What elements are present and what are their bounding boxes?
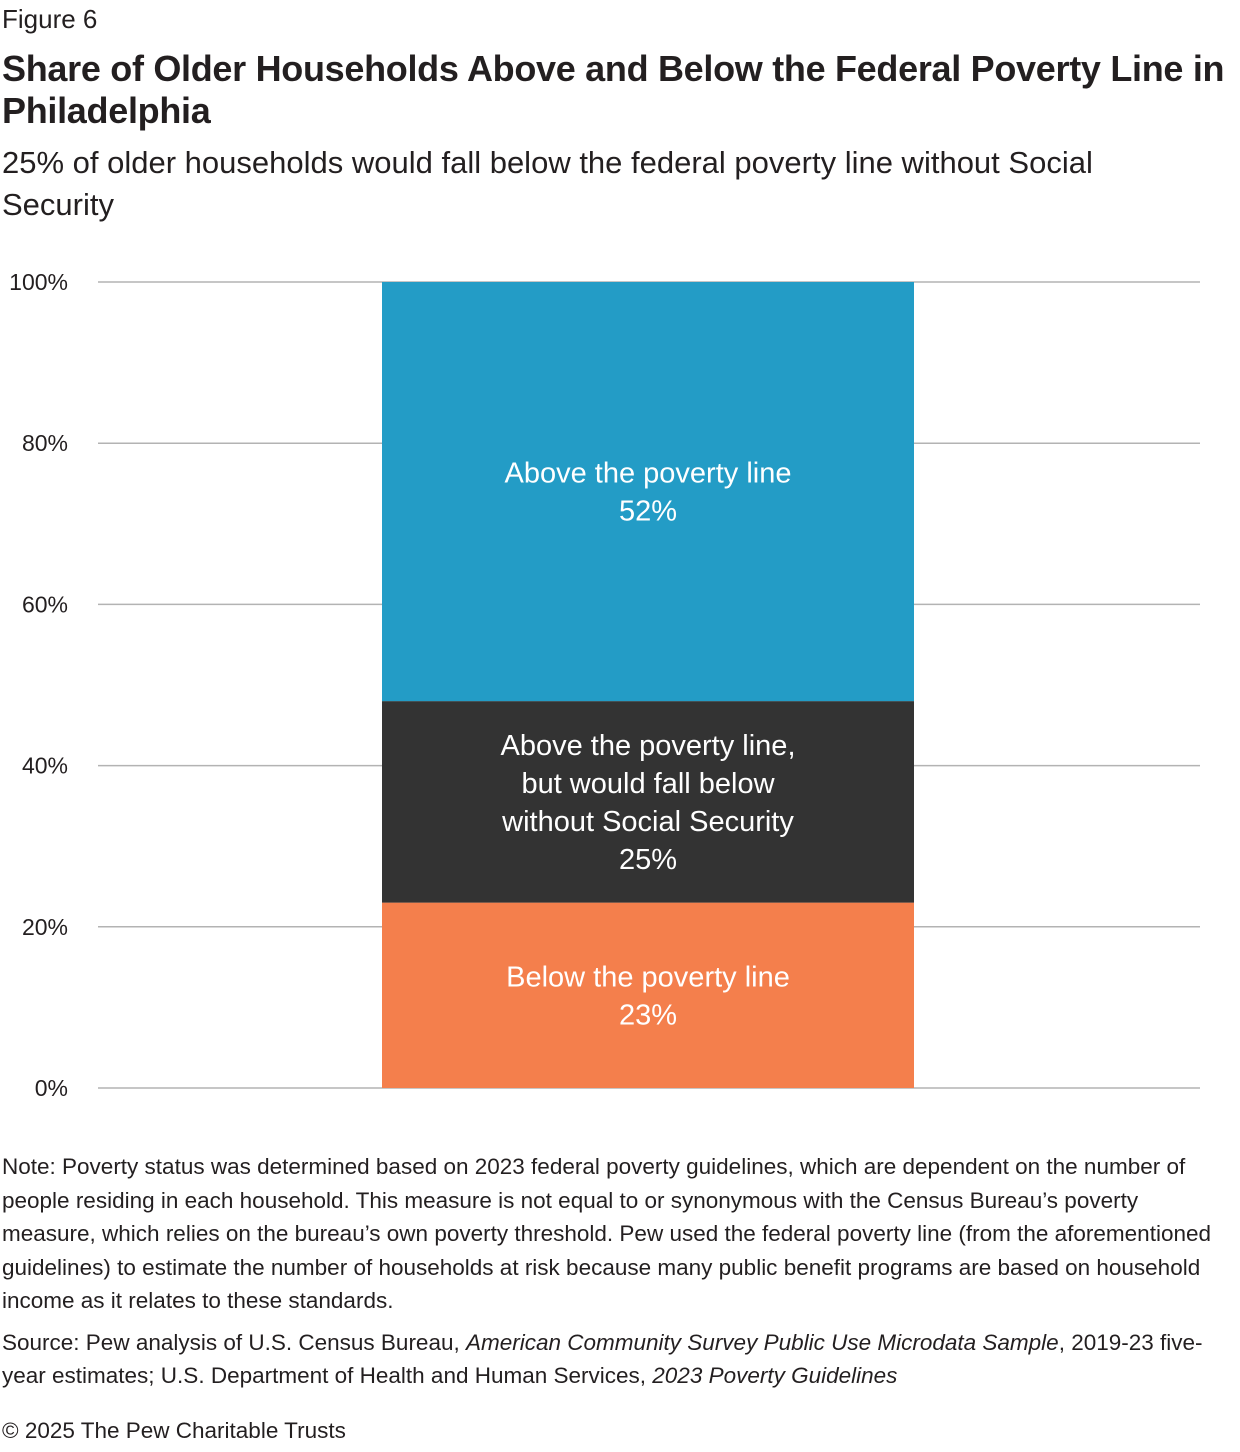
figure-label: Figure 6 <box>2 4 98 34</box>
chart-title: Share of Older Households Above and Belo… <box>2 48 1225 131</box>
stacked-bar-chart: 0% 20% 40% 60% 80% 100% Below the poverty line… <box>9 269 1200 1101</box>
segment-value-label: 25% <box>619 844 677 876</box>
segment-label: Above the poverty line, <box>500 730 795 762</box>
bar-segment <box>382 701 914 903</box>
segment-value-label: 23% <box>619 999 677 1031</box>
y-tick-label: 80% <box>22 430 68 456</box>
source-title-guidelines: 2023 Poverty Guidelines <box>652 1363 898 1388</box>
notes-block: Note: Poverty status was determined base… <box>2 1150 1238 1401</box>
chart-subtitle: 25% of older households would fall below… <box>2 145 1093 222</box>
bar-segment <box>382 902 914 1088</box>
segment-label: Below the poverty line <box>506 961 790 993</box>
note-text: Note: Poverty status was determined base… <box>2 1154 1212 1313</box>
segment-label: Above the poverty line <box>505 458 792 490</box>
segment-label: without Social Security <box>501 806 794 838</box>
y-tick-label: 100% <box>9 269 68 295</box>
source-middle: , 2019-23 five-year estimates; U.S. Depa… <box>2 1329 1203 1389</box>
bar-segment <box>382 282 914 702</box>
y-tick-label: 60% <box>22 591 68 617</box>
y-tick-label: 40% <box>22 753 68 779</box>
y-tick-label: 0% <box>35 1075 68 1101</box>
segment-value-label: 52% <box>619 496 677 528</box>
y-tick-label: 20% <box>22 914 68 940</box>
copyright: © 2025 The Pew Charitable Trusts <box>2 1418 346 1443</box>
source-prefix: Source: Pew analysis of U.S. Census Bure… <box>2 1329 466 1355</box>
source-text: Source: Pew analysis of U.S. Census Bure… <box>2 1326 1238 1393</box>
segment-label: but would fall below <box>521 768 775 800</box>
source-title-acs: American Community Survey Public Use Mic… <box>465 1329 1059 1355</box>
